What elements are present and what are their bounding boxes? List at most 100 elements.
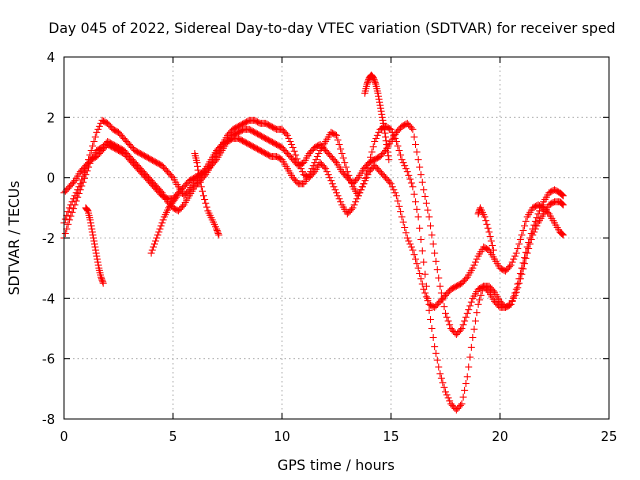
data-point — [380, 125, 388, 133]
x-tick-label: 25 — [601, 430, 618, 445]
data-point — [465, 363, 473, 371]
data-point — [476, 296, 484, 304]
data-point — [381, 129, 389, 137]
data-point — [83, 206, 91, 214]
data-point — [516, 236, 524, 244]
data-point — [558, 191, 566, 199]
data-point — [458, 325, 466, 332]
data-point — [339, 154, 347, 162]
data-point — [394, 197, 402, 205]
data-point — [444, 317, 452, 325]
data-point — [214, 228, 222, 236]
data-point — [200, 166, 208, 174]
data-point — [444, 394, 452, 402]
data-point — [416, 269, 424, 277]
data-point — [466, 353, 474, 361]
data-point — [90, 237, 98, 245]
data-point — [380, 122, 388, 130]
data-point — [522, 248, 530, 256]
data-point — [462, 380, 470, 388]
data-point — [152, 237, 160, 245]
data-point — [331, 131, 339, 139]
data-point — [410, 133, 418, 141]
x-tick-label: 0 — [60, 430, 68, 445]
data-point — [405, 237, 413, 245]
data-point — [213, 226, 221, 234]
data-point — [506, 301, 514, 309]
series-track-6 — [191, 150, 223, 239]
data-point — [481, 213, 489, 221]
data-point — [308, 165, 316, 173]
data-point — [558, 190, 566, 198]
data-point — [376, 98, 384, 106]
data-point — [510, 293, 518, 301]
series-track-4 — [82, 204, 107, 287]
data-point — [341, 159, 349, 167]
data-point — [463, 309, 471, 317]
data-point — [399, 218, 407, 226]
data-point — [538, 201, 546, 209]
data-point — [83, 205, 91, 213]
data-point — [376, 101, 384, 109]
data-point — [559, 231, 567, 239]
data-point — [386, 125, 394, 133]
data-point — [407, 179, 415, 187]
data-point — [416, 224, 424, 232]
data-point — [424, 294, 432, 302]
data-point — [65, 204, 73, 212]
data-point — [437, 374, 445, 382]
data-point — [307, 168, 315, 176]
data-point — [285, 134, 293, 142]
data-point — [413, 260, 421, 268]
data-point — [486, 232, 494, 240]
data-point — [374, 89, 382, 97]
data-point — [343, 168, 351, 176]
data-point — [418, 247, 426, 255]
data-point — [433, 356, 441, 364]
data-point — [412, 140, 420, 148]
series-track-5 — [147, 192, 181, 257]
data-point — [382, 137, 390, 145]
data-point — [364, 171, 372, 179]
data-point — [377, 107, 385, 115]
data-point — [326, 174, 334, 182]
data-point — [394, 142, 402, 150]
data-point — [422, 293, 430, 301]
data-point — [358, 183, 366, 191]
data-point — [179, 202, 187, 210]
data-point — [536, 207, 544, 215]
data-point — [417, 275, 425, 283]
data-point — [530, 221, 538, 229]
data-point — [196, 178, 204, 186]
data-point — [335, 140, 343, 148]
data-point — [67, 201, 75, 209]
data-point — [529, 225, 537, 233]
data-point — [158, 219, 166, 227]
data-point — [397, 208, 405, 216]
data-point — [558, 230, 566, 238]
data-point — [487, 237, 495, 245]
data-point — [195, 170, 203, 178]
data-point — [202, 199, 210, 207]
data-point — [437, 289, 445, 297]
data-point — [518, 270, 526, 278]
data-point — [383, 144, 391, 152]
data-point — [466, 302, 474, 310]
data-point — [197, 183, 205, 191]
data-point — [461, 386, 469, 394]
series-track-7 — [361, 71, 393, 164]
data-point — [558, 200, 566, 208]
data-point — [362, 169, 370, 177]
data-point — [390, 131, 398, 139]
data-point — [213, 225, 221, 233]
data-point — [514, 280, 522, 288]
data-point — [431, 249, 439, 257]
data-point — [89, 231, 97, 239]
data-point — [482, 217, 490, 225]
data-point — [337, 145, 345, 153]
data-point — [364, 77, 372, 85]
data-point — [214, 229, 222, 237]
data-point — [154, 231, 162, 239]
data-point — [428, 325, 436, 332]
data-points — [60, 71, 567, 414]
